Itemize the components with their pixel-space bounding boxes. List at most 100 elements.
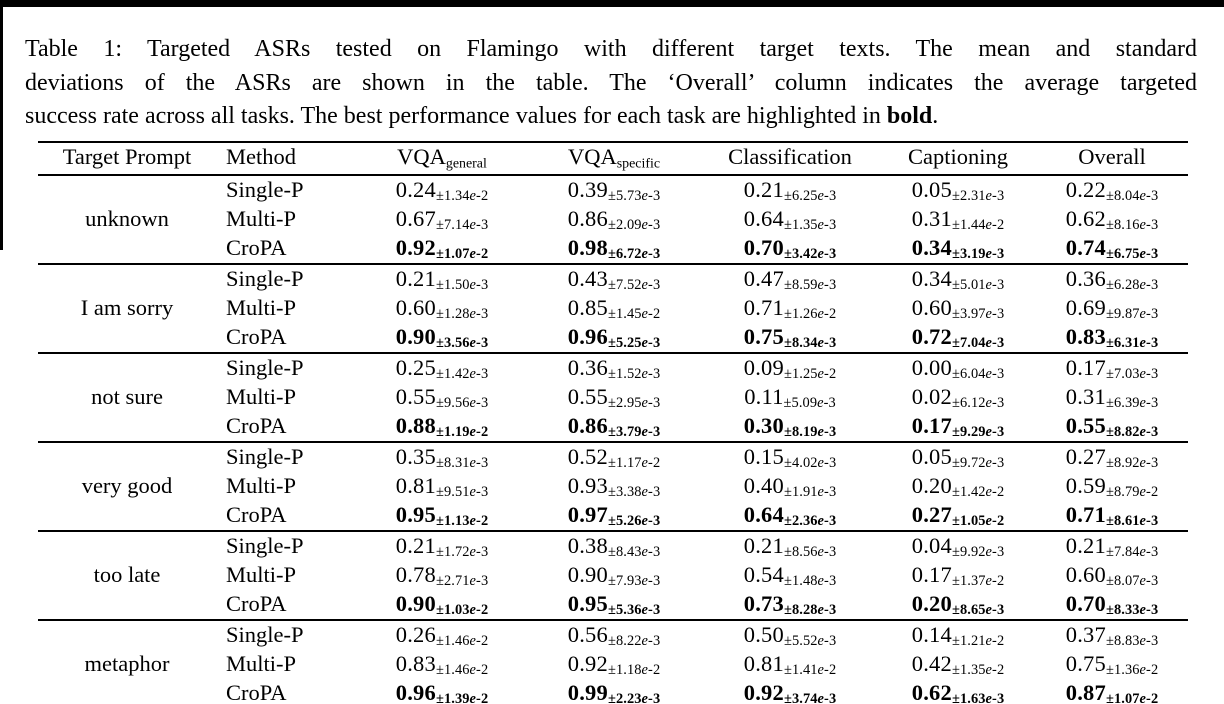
std-value: ±9.72e-3 <box>951 455 1005 472</box>
mean-value: 0.95 <box>395 502 436 527</box>
mean-value: 0.38 <box>567 533 608 558</box>
mean-value: 0.99 <box>567 680 608 704</box>
mean-value: 0.64 <box>743 502 784 527</box>
mean-value: 0.62 <box>911 680 952 704</box>
std-value: ±1.46e-2 <box>435 633 489 650</box>
asr-value-cell: 0.90±1.03e-2 <box>356 590 528 620</box>
asr-value-cell: 0.38±8.43e-3 <box>528 531 700 561</box>
mean-value: 0.55 <box>1065 413 1106 438</box>
mean-value: 0.36 <box>567 355 608 380</box>
mean-value: 0.17 <box>1065 355 1106 380</box>
mean-value: 0.90 <box>567 562 608 587</box>
std-value: ±6.25e-3 <box>783 188 837 205</box>
std-value: ±3.74e-3 <box>783 691 837 704</box>
col-header-vqa-specific: VQAspecific <box>567 144 661 172</box>
std-value: ±5.73e-3 <box>607 188 661 205</box>
asr-value-cell: 0.55±2.95e-3 <box>528 383 700 412</box>
asr-value-cell: 0.17±9.29e-3 <box>880 412 1036 442</box>
std-value: ±5.36e-3 <box>607 602 661 619</box>
mean-value: 0.22 <box>1065 177 1106 202</box>
method-cell: Single-P <box>226 266 304 291</box>
std-value: ±8.16e-3 <box>1105 217 1159 234</box>
asr-value-cell: 0.90±3.56e-3 <box>356 323 528 353</box>
std-value: ±8.56e-3 <box>783 544 837 561</box>
table-row: CroPA 0.90±3.56e-3 0.96±5.25e-3 0.75±8.34e-… <box>38 323 1188 353</box>
asr-value-cell: 0.92±1.07e-2 <box>356 234 528 264</box>
std-value: ±1.45e-2 <box>607 306 661 323</box>
mean-value: 0.92 <box>395 235 436 260</box>
target-prompt-cell: unknown <box>85 206 169 231</box>
asr-value-cell: 0.90±7.93e-3 <box>528 561 700 590</box>
caption-line-3: success rate across all tasks. The best … <box>25 100 1197 134</box>
asr-value-cell: 0.05±2.31e-3 <box>880 175 1036 205</box>
asr-value-cell: 0.95±1.13e-2 <box>356 501 528 531</box>
prompt-group-unknown: unknown Single-P 0.24±1.34e-2 0.39±5.73e-3 0… <box>38 175 1188 264</box>
std-value: ±2.71e-3 <box>435 573 489 590</box>
target-prompt-cell: I am sorry <box>80 295 174 320</box>
col-header-classification: Classification <box>728 144 852 169</box>
method-cell: CroPA <box>226 680 287 704</box>
mean-value: 0.73 <box>743 591 784 616</box>
asr-value-cell: 0.20±1.42e-2 <box>880 472 1036 501</box>
asr-value-cell: 0.26±1.46e-2 <box>356 620 528 650</box>
prompt-group-metaphor: metaphor Single-P 0.26±1.46e-2 0.56±8.22e-3… <box>38 620 1188 704</box>
asr-value-cell: 0.96±1.39e-2 <box>356 679 528 704</box>
mean-value: 0.50 <box>743 622 784 647</box>
asr-value-cell: 0.95±5.36e-3 <box>528 590 700 620</box>
mean-value: 0.04 <box>911 533 952 558</box>
asr-value-cell: 0.47±8.59e-3 <box>700 264 880 294</box>
table-header: Target Prompt Method VQAgeneral VQAspeci… <box>38 141 1188 175</box>
std-value: ±7.84e-3 <box>1105 544 1159 561</box>
mean-value: 0.75 <box>743 324 784 349</box>
std-value: ±1.39e-2 <box>435 691 489 704</box>
mean-value: 0.02 <box>911 384 952 409</box>
std-value: ±5.26e-3 <box>607 513 661 530</box>
prompt-group-not-sure: not sure Single-P 0.25±1.42e-3 0.36±1.52e-3… <box>38 353 1188 442</box>
std-value: ±8.19e-3 <box>783 424 837 441</box>
std-value: ±1.25e-2 <box>783 366 837 383</box>
mean-value: 0.71 <box>743 295 784 320</box>
std-value: ±1.13e-2 <box>435 513 489 530</box>
mean-value: 0.21 <box>395 266 436 291</box>
mean-value: 0.21 <box>743 177 784 202</box>
caption-line-2: deviations of the ASRs are shown in the … <box>25 69 1197 96</box>
mean-value: 0.86 <box>567 206 608 231</box>
mean-value: 0.24 <box>395 177 436 202</box>
std-value: ±8.59e-3 <box>783 277 837 294</box>
asr-value-cell: 0.55±8.82e-3 <box>1036 412 1188 442</box>
method-cell: Multi-P <box>226 651 297 676</box>
asr-value-cell: 0.34±5.01e-3 <box>880 264 1036 294</box>
std-value: ±6.75e-3 <box>1105 246 1159 263</box>
mean-value: 0.92 <box>567 651 608 676</box>
mean-value: 0.81 <box>743 651 784 676</box>
mean-value: 0.27 <box>911 502 952 527</box>
asr-value-cell: 0.40±1.91e-3 <box>700 472 880 501</box>
mean-value: 0.11 <box>744 384 784 409</box>
std-value: ±1.52e-3 <box>607 366 661 383</box>
asr-value-cell: 0.36±6.28e-3 <box>1036 264 1188 294</box>
asr-value-cell: 0.93±3.38e-3 <box>528 472 700 501</box>
asr-value-cell: 0.21±7.84e-3 <box>1036 531 1188 561</box>
mean-value: 0.31 <box>1065 384 1106 409</box>
target-prompt-cell: metaphor <box>84 651 170 676</box>
mean-value: 0.75 <box>1065 651 1106 676</box>
asr-value-cell: 0.59±8.79e-2 <box>1036 472 1188 501</box>
std-value: ±9.92e-3 <box>951 544 1005 561</box>
mean-value: 0.69 <box>1065 295 1106 320</box>
std-value: ±6.28e-3 <box>1105 277 1159 294</box>
mean-value: 0.05 <box>911 444 952 469</box>
col-header-target-prompt: Target Prompt <box>62 144 192 169</box>
method-cell: Single-P <box>226 622 304 647</box>
std-value: ±8.04e-3 <box>1105 188 1159 205</box>
asr-value-cell: 0.75±8.34e-3 <box>700 323 880 353</box>
mean-value: 0.37 <box>1065 622 1106 647</box>
col-header-captioning: Captioning <box>908 144 1008 169</box>
mean-value: 0.92 <box>743 680 784 704</box>
std-value: ±9.56e-3 <box>435 395 489 412</box>
std-value: ±8.33e-3 <box>1105 602 1159 619</box>
method-cell: CroPA <box>226 502 287 527</box>
std-value: ±8.92e-3 <box>1105 455 1159 472</box>
caption-bold-word: bold <box>886 103 933 129</box>
std-value: ±7.14e-3 <box>435 217 489 234</box>
